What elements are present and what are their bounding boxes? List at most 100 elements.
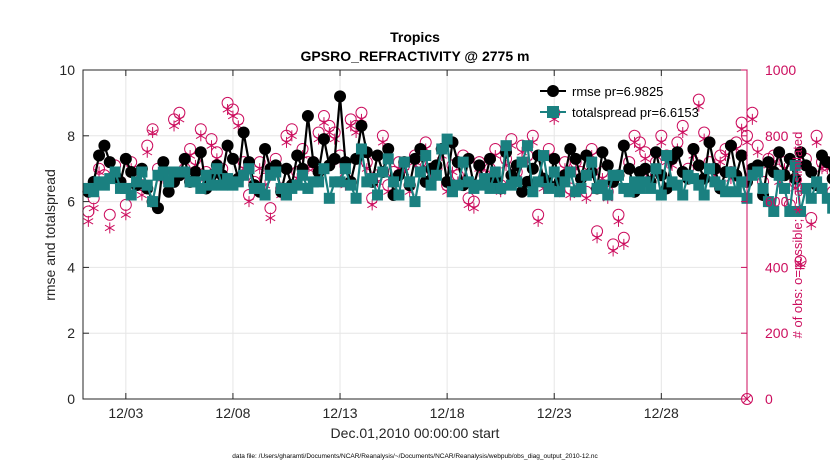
totalspread-point (382, 153, 394, 165)
totalspread-point (355, 143, 367, 155)
totalspread-point (730, 186, 742, 198)
possible-point (810, 129, 823, 142)
rmse-point (596, 146, 609, 159)
totalspread-point (436, 143, 448, 155)
rmse-point (564, 142, 577, 155)
possible-point (317, 110, 330, 123)
totalspread-point (339, 163, 351, 175)
totalspread-point (275, 182, 287, 194)
totalspread-point (757, 182, 769, 194)
totalspread-point (425, 179, 437, 191)
rmse-point (98, 139, 111, 152)
axes: 12/03 12/08 12/13 12/18 12/23 12/28 0 2 4 6 8 10 0 20… (59, 62, 796, 421)
rmse-point (826, 173, 830, 184)
possible-point (184, 142, 197, 155)
totalspread-point (131, 176, 143, 188)
legend-rmse-marker (547, 85, 559, 97)
rmse-point (569, 152, 582, 165)
rmse-point (724, 139, 737, 152)
totalspread-point (634, 182, 646, 194)
y-right-tick-label: 600 (765, 194, 789, 210)
totalspread-point (88, 186, 100, 198)
totalspread-point (163, 176, 175, 188)
possible-point (532, 208, 545, 221)
totalspread-point (596, 179, 608, 191)
rmse-point (639, 162, 652, 175)
possible-point (805, 212, 818, 225)
y-right-tick-label: 0 (765, 391, 773, 407)
rmse-point (382, 142, 395, 155)
totalspread-point (671, 179, 683, 191)
totalspread-point (564, 166, 576, 178)
totalspread-point (516, 156, 528, 168)
totalspread-point (821, 192, 830, 204)
rmse-point (226, 152, 239, 165)
y-right-tick-label: 1000 (765, 62, 796, 78)
rmse-point (409, 152, 421, 165)
y-tick-label: 8 (67, 128, 75, 144)
totalspread-point (125, 189, 137, 201)
possible-point (226, 103, 239, 116)
totalspread-point (254, 182, 266, 194)
chart-title: Tropics (390, 29, 440, 45)
rmse-point (194, 146, 207, 159)
totalspread-point (404, 176, 416, 188)
y-right-tick-label: 200 (765, 325, 789, 341)
possible-point (591, 225, 604, 238)
possible-point (328, 126, 341, 139)
totalspread-point (216, 179, 228, 191)
totalspread-point (179, 166, 191, 178)
totalspread-point (720, 186, 732, 198)
totalspread-point (527, 186, 539, 198)
assimilated-point (104, 222, 115, 234)
totalspread-point (463, 176, 475, 188)
possible-point (376, 129, 389, 142)
rmse-point (483, 152, 496, 165)
possible-point (173, 106, 186, 119)
possible-point (285, 123, 298, 136)
totalspread-point (297, 169, 309, 181)
totalspread-point (452, 179, 464, 191)
totalspread-point (623, 186, 635, 198)
rmse-point (649, 146, 662, 159)
possible-point (794, 254, 807, 267)
rmse-point (617, 139, 630, 152)
totalspread-point (489, 166, 501, 178)
grid (83, 70, 747, 399)
rmse-point (119, 152, 132, 165)
rmse-point (280, 162, 293, 175)
totalspread-point (677, 189, 689, 201)
totalspread-point (762, 196, 774, 208)
totalspread-point (495, 182, 507, 194)
totalspread-point (414, 166, 426, 178)
rmse-point (821, 156, 830, 169)
totalspread-point (323, 192, 335, 204)
possible-point (617, 231, 630, 244)
possible-point (676, 119, 689, 132)
rmse-point (237, 126, 250, 139)
legend-spread-label: totalspread pr=6.6153 (572, 105, 699, 120)
totalspread-point (629, 176, 641, 188)
assimilated-stroke (136, 191, 147, 199)
assimilated-stroke (120, 211, 131, 218)
y-right-tick-label: 800 (765, 128, 789, 144)
rmse-point (317, 133, 330, 146)
y-tick-label: 2 (67, 325, 75, 341)
totalspread-point (291, 179, 303, 191)
totalspread-point (752, 166, 764, 178)
rmse-point (93, 149, 106, 162)
totalspread-point (639, 176, 651, 188)
totalspread-point (811, 176, 823, 188)
y-right-axis-label: # of obs: o=possible; ∗=assimilated (790, 132, 805, 339)
rmse-point (157, 156, 170, 169)
possible-point (232, 113, 245, 126)
footnote: data file: /Users/gharamti/Documents/NCA… (232, 453, 598, 460)
rmse-point (516, 185, 529, 198)
totalspread-point (778, 182, 790, 194)
totalspread-point (602, 189, 614, 201)
totalspread-point (372, 189, 384, 201)
rmse-point (548, 152, 561, 165)
x-tick-label: 12/08 (215, 405, 250, 421)
assimilated-point (120, 209, 131, 221)
x-tick-label: 12/13 (323, 405, 358, 421)
